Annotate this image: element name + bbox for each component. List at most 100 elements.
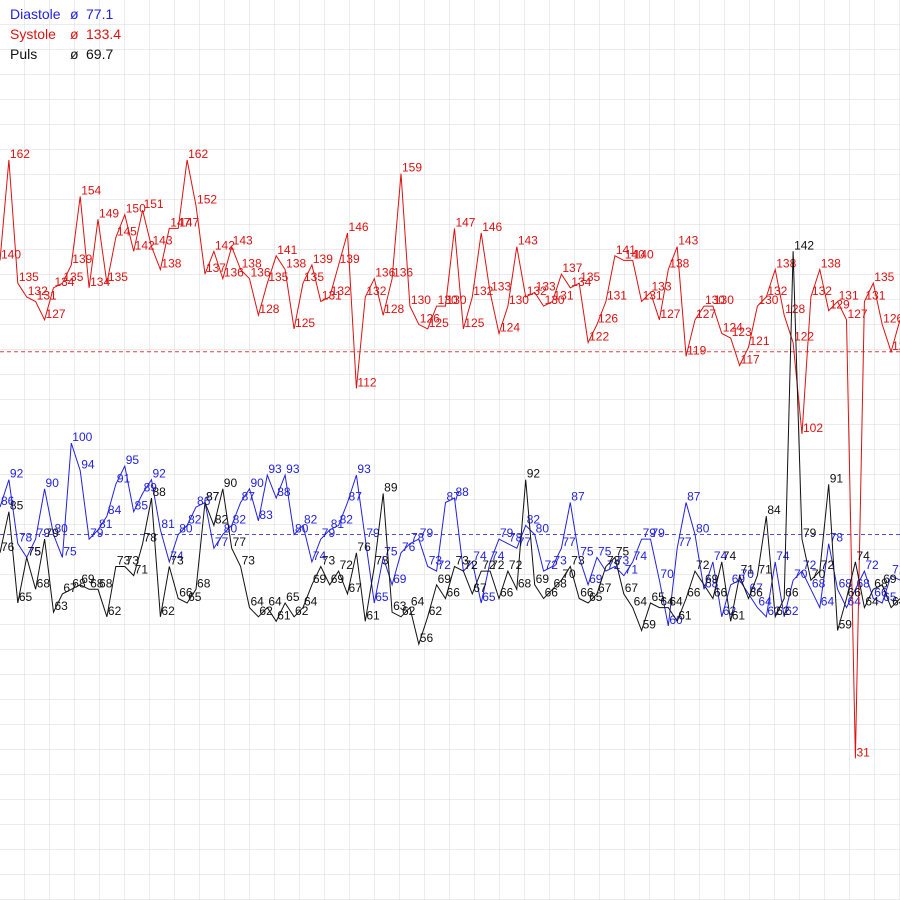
- point-label: 63: [393, 599, 407, 613]
- point-label: 69: [883, 572, 897, 586]
- point-label: 74: [856, 549, 870, 563]
- point-label: 95: [126, 453, 140, 467]
- point-label: 71: [892, 563, 900, 577]
- point-label: 126: [598, 311, 618, 325]
- point-label: 126: [883, 311, 900, 325]
- point-label: 66: [848, 585, 862, 599]
- point-label: 65: [883, 590, 897, 604]
- point-label: 73: [455, 553, 469, 567]
- point-label: 65: [19, 590, 33, 604]
- point-label: 124: [500, 321, 520, 335]
- point-label: 132: [366, 284, 386, 298]
- point-label: 78: [509, 531, 523, 545]
- point-label: 75: [616, 544, 630, 558]
- point-label: 79: [803, 526, 817, 540]
- point-label: 139: [72, 252, 92, 266]
- point-label: 132: [28, 284, 48, 298]
- point-label: 73: [375, 553, 389, 567]
- point-label: 65: [589, 590, 603, 604]
- point-label: 129: [830, 298, 850, 312]
- point-label: 66: [874, 585, 888, 599]
- point-label: 86: [197, 494, 211, 508]
- point-label: 61: [366, 608, 380, 622]
- point-label: 162: [10, 147, 30, 161]
- point-label: 130: [758, 293, 778, 307]
- point-label: 67: [598, 581, 612, 595]
- series-line: [0, 251, 900, 647]
- point-label: 162: [188, 147, 208, 161]
- point-label: 64: [268, 595, 282, 609]
- legend-mean: 133.4: [86, 26, 121, 42]
- point-label: 136: [375, 266, 395, 280]
- point-label: 69: [81, 572, 95, 586]
- point-label: 70: [660, 567, 674, 581]
- point-label: 130: [714, 293, 734, 307]
- point-label: 66: [687, 585, 701, 599]
- point-label: 138: [669, 257, 689, 271]
- legend-mean: 69.7: [86, 46, 113, 62]
- point-label: 81: [99, 517, 113, 531]
- point-label: 87: [349, 490, 363, 504]
- point-label: 62: [108, 604, 122, 618]
- point-label: 80: [696, 522, 710, 536]
- point-label: 128: [384, 302, 404, 316]
- point-label: 92: [152, 467, 166, 481]
- point-label: 79: [651, 526, 665, 540]
- point-label: 79: [322, 526, 336, 540]
- point-label: 68: [90, 576, 104, 590]
- point-label: 62: [429, 604, 443, 618]
- point-label: 100: [72, 430, 92, 444]
- point-label: 73: [242, 553, 256, 567]
- point-label: 119: [687, 343, 706, 357]
- point-label: 63: [54, 599, 68, 613]
- point-label: 135: [580, 270, 600, 284]
- point-label: 64: [634, 595, 648, 609]
- point-label: 150: [126, 202, 146, 216]
- point-label: 82: [527, 512, 541, 526]
- point-label: 66: [580, 585, 594, 599]
- point-label: 134: [90, 275, 110, 289]
- point-label: 138: [776, 257, 796, 271]
- point-label: 137: [206, 261, 226, 275]
- point-label: 87: [571, 490, 585, 504]
- point-label: 127: [848, 307, 868, 321]
- legend-mean: 77.1: [86, 6, 113, 22]
- point-label: 67: [63, 581, 77, 595]
- point-label: 65: [286, 590, 300, 604]
- point-label: 73: [170, 553, 184, 567]
- point-label: 154: [81, 183, 101, 197]
- point-label: 87: [242, 490, 256, 504]
- point-label: 82: [340, 512, 354, 526]
- point-label: 64: [411, 595, 425, 609]
- point-label: 132: [473, 284, 493, 298]
- point-label: 75: [28, 544, 42, 558]
- series-line: [0, 442, 900, 626]
- point-label: 143: [152, 234, 172, 248]
- point-label: 85: [135, 499, 149, 513]
- point-label: 143: [233, 234, 253, 248]
- point-label: 72: [865, 558, 879, 572]
- point-label: 65: [188, 590, 202, 604]
- point-label: 64: [821, 595, 835, 609]
- point-label: 127: [46, 307, 66, 321]
- point-label: 90: [251, 476, 265, 490]
- point-label: 68: [37, 576, 51, 590]
- point-label: 143: [678, 234, 698, 248]
- point-label: 87: [206, 490, 220, 504]
- point-label: 80: [179, 522, 193, 536]
- point-label: 64: [865, 595, 879, 609]
- point-label: 121: [750, 334, 770, 348]
- point-label: 132: [331, 284, 351, 298]
- point-label: 127: [696, 307, 716, 321]
- point-label: 67: [349, 581, 363, 595]
- point-label: 77: [678, 535, 692, 549]
- point-label: 91: [117, 471, 131, 485]
- point-label: 65: [651, 590, 665, 604]
- point-label: 62: [776, 604, 790, 618]
- point-label: 68: [812, 576, 826, 590]
- point-label: 72: [482, 558, 496, 572]
- point-label: 125: [464, 316, 484, 330]
- point-label: 122: [589, 330, 609, 344]
- point-label: 131: [865, 289, 885, 303]
- point-label: 131: [322, 289, 342, 303]
